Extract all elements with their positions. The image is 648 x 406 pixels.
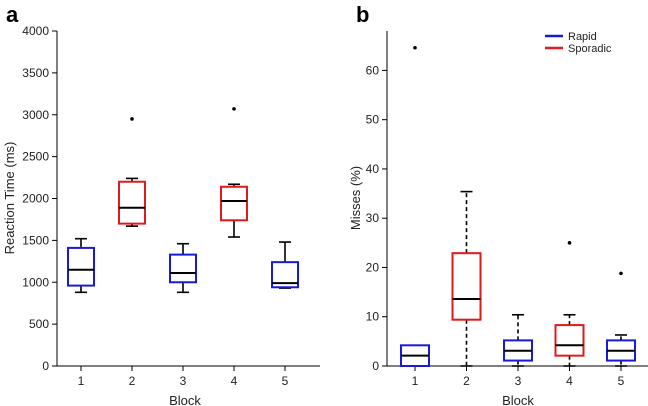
panel-a-x-tick-label: 4 xyxy=(231,374,238,388)
legend: Rapid Sporadic xyxy=(545,31,612,55)
panel-a-x-tick-label: 5 xyxy=(282,374,289,388)
panel-b-box-block-4 xyxy=(554,241,585,367)
panel-b-box-block-5 xyxy=(606,271,636,367)
legend-sporadic-label: Sporadic xyxy=(568,43,612,55)
panel-a-y-tick-label: 2000 xyxy=(22,192,49,206)
panel-b-box-block-1 xyxy=(400,45,430,368)
panel-b-y-tick-label: 30 xyxy=(366,211,380,225)
panel-b-x-tick-label: 3 xyxy=(515,374,522,388)
panel-a-x-axis-title: Block xyxy=(169,393,201,406)
panel-a-x-tick-label: 1 xyxy=(78,374,85,388)
panel-a-y-tick-label: 2500 xyxy=(22,150,49,164)
panel-b-y-tick-label: 50 xyxy=(366,113,380,127)
panel-a-x-tick-label: 2 xyxy=(129,374,136,388)
panel-b-y-tick-label: 10 xyxy=(366,310,380,324)
panel-b-x-tick-label: 2 xyxy=(463,374,470,388)
panel-a-y-tick-label: 1500 xyxy=(22,233,49,247)
outlier-point xyxy=(130,117,134,121)
box-iqr xyxy=(554,324,585,357)
box-iqr xyxy=(220,185,248,222)
outlier-point xyxy=(567,241,572,245)
box-iqr xyxy=(451,252,482,321)
panel-b-y-tick-label: 60 xyxy=(366,63,380,77)
panel-b-y-axis-title: Misses (%) xyxy=(348,166,363,230)
legend-rapid-label: Rapid xyxy=(568,31,597,43)
panel-a-reaction-time: a Reaction Time (ms) Block 0 500 1000 1500 2… xyxy=(2,2,320,406)
panel-b-label: b xyxy=(356,2,369,27)
panel-a-label: a xyxy=(6,2,19,27)
panel-b-x-tick-label: 4 xyxy=(566,374,573,388)
panel-b-misses: b Misses (%) Block 0 10 20 30 40 50 60 1 2 3 4 5 Ra… xyxy=(348,2,648,406)
panel-b-y-tick-label: 40 xyxy=(366,162,380,176)
panel-a-x-tick-label: 3 xyxy=(180,374,187,388)
panel-a-y-tick-label: 3500 xyxy=(22,66,49,80)
panel-b-x-tick-label: 1 xyxy=(412,374,419,388)
panel-b-x-axis-title: Block xyxy=(502,393,534,406)
panel-a-boxes xyxy=(67,107,299,294)
panel-b-box-block-2 xyxy=(451,190,482,367)
box-iqr xyxy=(169,253,197,284)
panel-b-x-tick-label: 5 xyxy=(618,374,625,388)
panel-a-y-tick-label: 4000 xyxy=(22,24,49,38)
outlier-point xyxy=(619,271,623,276)
panel-a-y-tick-label: 3000 xyxy=(22,108,49,122)
panel-a-y-tick-label: 1000 xyxy=(22,275,49,289)
outlier-point xyxy=(232,107,236,111)
panel-a-box-block-3 xyxy=(169,242,197,294)
panel-a-box-block-4 xyxy=(220,107,248,238)
panel-a-box-block-1 xyxy=(67,237,95,294)
box-iqr xyxy=(271,261,299,289)
panel-a-y-axis-title: Reaction Time (ms) xyxy=(2,142,17,255)
panel-a-y-tick-label: 500 xyxy=(29,317,49,331)
panel-a-axes: 0 500 1000 1500 2000 2500 3000 3500 4000 1 2 3 4 5 xyxy=(22,24,320,388)
box-iqr xyxy=(118,180,146,225)
panel-b-y-tick-label: 20 xyxy=(366,260,380,274)
panel-a-box-block-2 xyxy=(118,117,146,227)
panel-b-boxes xyxy=(400,45,636,368)
panel-b-y-tick-label: 0 xyxy=(372,359,379,373)
panel-b-box-block-3 xyxy=(503,313,533,367)
outlier-point xyxy=(413,45,417,50)
panel-a-y-tick-label: 0 xyxy=(42,359,49,373)
box-iqr xyxy=(67,246,95,287)
panel-b-axes: 0 10 20 30 40 50 60 1 2 3 4 5 xyxy=(366,31,648,388)
panel-a-box-block-5 xyxy=(271,241,299,289)
